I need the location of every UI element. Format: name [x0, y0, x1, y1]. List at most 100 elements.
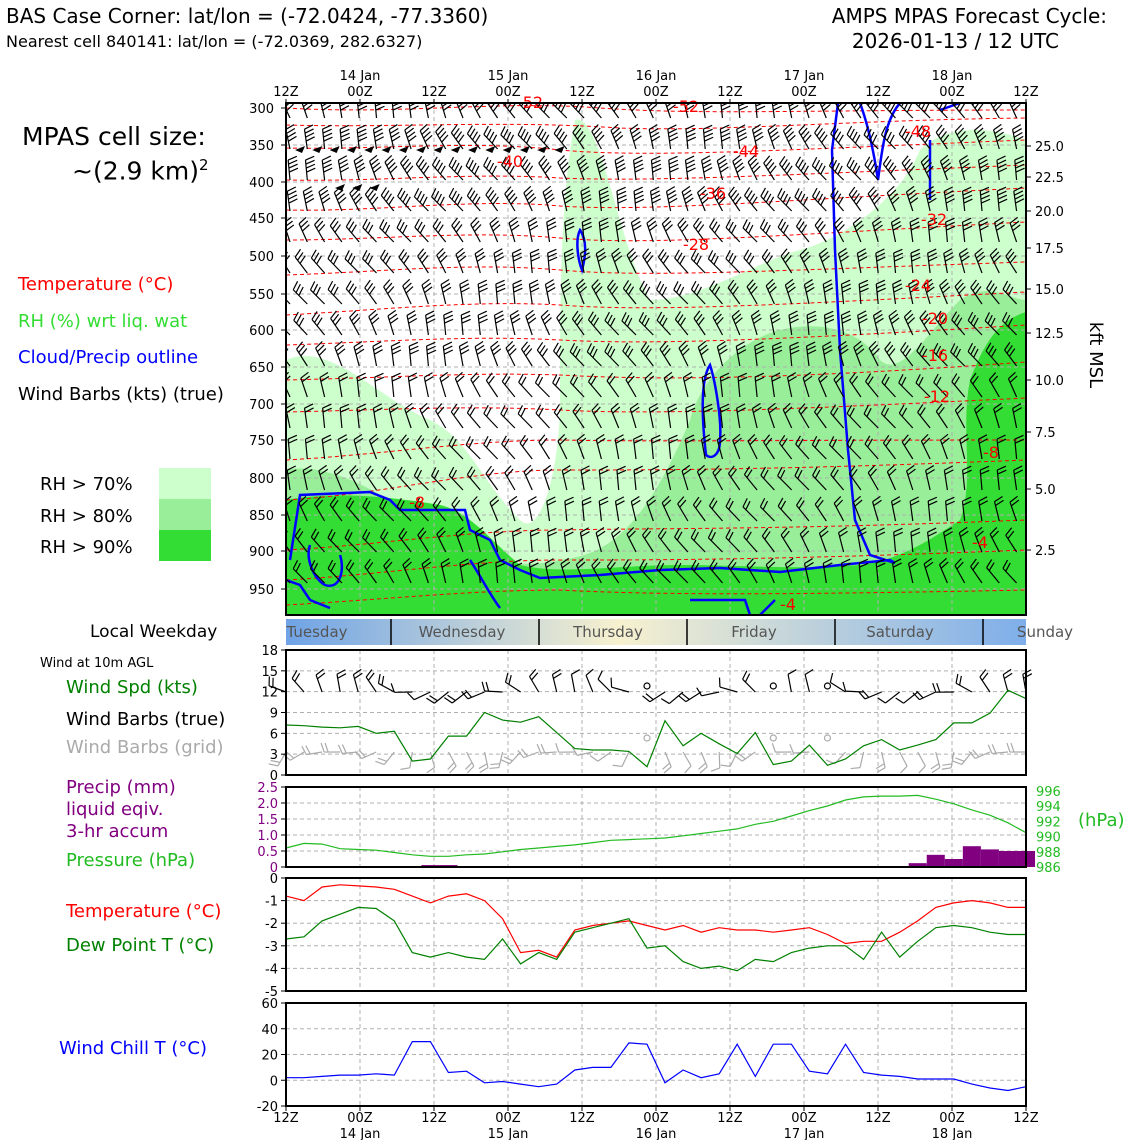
wind-barb: [830, 125, 845, 150]
y-tick-label: 3: [270, 748, 278, 763]
wind-barb: [585, 668, 594, 693]
wind-pennant: [295, 146, 305, 153]
wind-barb: [477, 310, 488, 336]
wind-barb: [649, 465, 660, 491]
y-tick-label: 60: [261, 997, 278, 1012]
wind-barb: [701, 372, 712, 398]
wind-barb: [856, 248, 868, 274]
wind-barb: [814, 124, 828, 150]
bottom-tick-label: 12Z: [273, 1111, 299, 1126]
wind-barb: [508, 495, 519, 522]
wind-barb: [553, 404, 568, 429]
wind-pennant: [416, 146, 427, 153]
wind-barb: [579, 527, 590, 553]
wind-barb: [798, 124, 812, 150]
wind-barb: [848, 186, 863, 212]
y-tick-label: 2.5: [257, 781, 278, 796]
wind-barb: [898, 103, 914, 119]
wind-barb: [470, 496, 481, 522]
wind-barb: [296, 341, 308, 367]
wind-barb: [338, 372, 349, 398]
wind-barb: [298, 495, 309, 522]
wind-barb: [898, 374, 914, 398]
wind-barb: [570, 669, 581, 693]
top-tick-label: 12Z: [421, 85, 447, 100]
wind-barb: [415, 155, 430, 181]
pressure-line: [285, 794, 1027, 857]
cell-size-title: MPAS cell size:: [22, 122, 206, 151]
wind-barb: [390, 683, 413, 693]
wind-barb: [846, 125, 862, 150]
precip-label-1: Precip (mm): [66, 777, 176, 798]
wind-barb: [978, 496, 989, 522]
wind-barb: [286, 345, 291, 367]
wind-barb: [709, 218, 723, 243]
bottom-tick-label: 00Z: [495, 1111, 521, 1126]
wind-barb: [952, 751, 973, 765]
wind-barb: [470, 217, 482, 243]
wind-barb: [720, 103, 731, 119]
wind-barb: [898, 125, 914, 150]
wind-barb: [458, 341, 470, 367]
wind-barb: [642, 527, 654, 553]
y-tick-label: 12: [261, 686, 278, 701]
wind-barb: [837, 526, 848, 553]
wind-barb: [466, 187, 481, 212]
wind-barb: [547, 527, 557, 553]
wind-barb: [784, 278, 796, 305]
wind-barb: [560, 557, 571, 584]
wind-barb: [893, 527, 904, 553]
wind-barb: [310, 249, 326, 274]
wind-barb: [901, 434, 914, 460]
wind-barb: [431, 156, 447, 181]
wind-barb: [646, 495, 657, 522]
wind-barb: [777, 497, 793, 522]
wind-barb: [742, 219, 758, 243]
wind-barb: [504, 186, 518, 212]
pressure-tick-label: 400: [249, 176, 274, 191]
wind-barb: [313, 496, 326, 522]
wind-barb: [320, 742, 341, 753]
wind-barb: [375, 751, 395, 766]
wind-barb: [383, 558, 395, 584]
wind-barb: [996, 155, 1008, 181]
wind-barb: [334, 340, 346, 367]
wind-barb: [932, 682, 954, 693]
wind-barb: [951, 373, 966, 398]
wind-barb: [646, 216, 658, 243]
precip-bar: [962, 846, 981, 867]
wind-barb: [673, 281, 689, 305]
wind-barb: [814, 403, 827, 429]
wind-barb: [863, 405, 879, 429]
temperature-contour-label: -32: [921, 210, 947, 229]
wind-barb: [345, 280, 360, 305]
wind-barb: [910, 527, 921, 553]
wind-barb: [535, 404, 550, 429]
wind-barb: [787, 669, 797, 693]
wind-barb: [875, 527, 886, 553]
wind-barb: [1011, 124, 1024, 150]
top-tick-label: 12Z: [569, 85, 595, 100]
wind-barb: [782, 402, 793, 429]
y-tick-label: 15: [261, 665, 278, 680]
wind-barb: [614, 496, 625, 522]
wind-barb: [391, 372, 402, 398]
wind-barb: [977, 155, 990, 181]
wind-barb: [432, 497, 447, 522]
temperature-contour-label: -44: [733, 142, 759, 161]
wind-barb: [512, 279, 523, 305]
wind-barb: [777, 218, 793, 243]
wind-barb: [345, 218, 360, 243]
wind-barb: [872, 495, 882, 522]
wind-barb: [858, 279, 869, 305]
wind-barb: [943, 527, 953, 553]
wind-barb: [353, 154, 366, 181]
wind-barb: [595, 247, 607, 274]
wind-barb: [572, 403, 585, 429]
wind-barb: [294, 248, 308, 274]
wind-barb: [987, 744, 1009, 755]
wind-barb: [660, 691, 684, 705]
precip-bar: [944, 859, 963, 867]
wind-barb: [970, 558, 983, 584]
wind-pennant: [450, 146, 461, 153]
